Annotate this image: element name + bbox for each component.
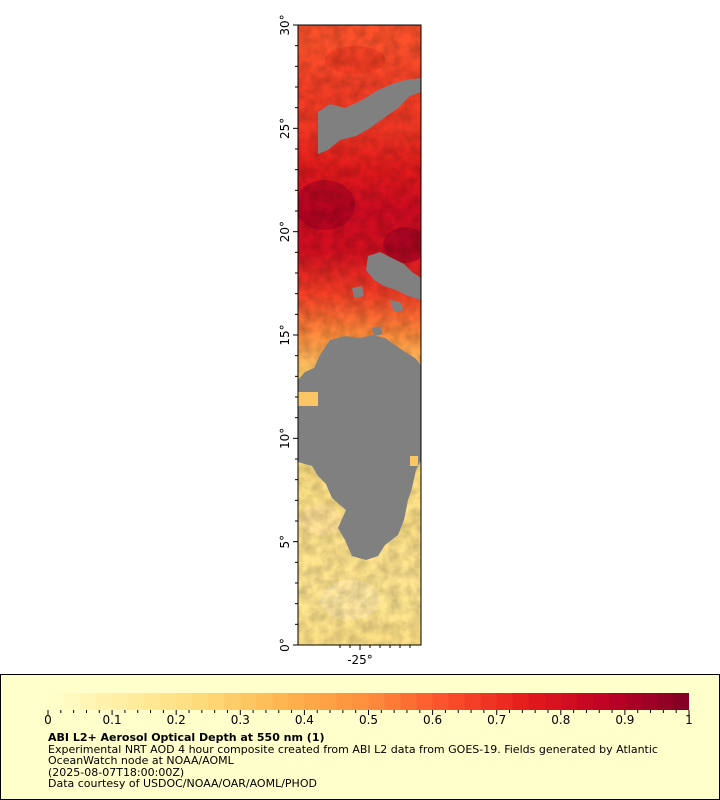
no-data-mid-2 <box>390 300 404 312</box>
legend-timestamp: (2025-08-07T18:00:00Z) <box>48 765 185 779</box>
y-tick-label: 10° <box>278 428 292 449</box>
no-data-north <box>318 78 421 154</box>
legend-panel: 0 0.1 0.2 0.3 0.4 0.5 0.6 0.7 0.8 0.9 1 ABI L2+ Ae… <box>0 674 720 800</box>
colorbar-tick-label: 0.2 <box>167 713 186 727</box>
legend-credit: Data courtesy of USDOC/NOAA/OAR/AOML/PHO… <box>48 777 317 790</box>
colorbar-tick-label: 0 <box>44 713 52 727</box>
legend-text: ABI L2+ Aerosol Optical Depth at 550 nm … <box>48 732 708 790</box>
y-tick-label: 15° <box>278 324 292 345</box>
colorbar-bar <box>48 693 689 710</box>
y-tick-label: 20° <box>278 221 292 242</box>
aod-island <box>410 456 418 466</box>
colorbar-ticks: 0 0.1 0.2 0.3 0.4 0.5 0.6 0.7 0.8 0.9 1 <box>44 710 693 727</box>
y-tick-label: 30° <box>278 14 292 35</box>
no-data-mid <box>366 252 421 300</box>
no-data-north-2 <box>340 120 364 138</box>
legend-description-line-2: OceanWatch node at NOAA/AOML <box>48 754 234 767</box>
colorbar-tick-label: 0.1 <box>103 713 122 727</box>
colorbar-tick-label: 0.4 <box>295 713 314 727</box>
colorbar: 0 0.1 0.2 0.3 0.4 0.5 0.6 0.7 0.8 0.9 1 <box>44 693 693 727</box>
colorbar-tick-label: 1 <box>685 713 693 727</box>
x-tick-label: -25° <box>347 653 373 667</box>
colorbar-tick-label: 0.9 <box>615 713 634 727</box>
no-data-mid-4 <box>372 326 383 336</box>
colorbar-tick-label: 0.6 <box>423 713 442 727</box>
y-axis: 30° 25° 20° 15° 10° 5° 0° <box>278 14 298 652</box>
colorbar-tick-label: 0.3 <box>231 713 250 727</box>
colorbar-tick-label: 0.7 <box>487 713 506 727</box>
colorbar-tick-label: 0.8 <box>551 713 570 727</box>
no-data-regions <box>298 78 421 560</box>
x-axis: -25° <box>339 645 411 667</box>
no-data-mid-3 <box>352 286 364 298</box>
aod-map: 30° 25° 20° 15° 10° 5° 0° -25° <box>278 14 422 667</box>
y-tick-label: 5° <box>278 535 292 549</box>
legend-title: ABI L2+ Aerosol Optical Depth at 550 nm … <box>48 731 325 744</box>
y-tick-label: 0° <box>278 638 292 652</box>
legend-description-line-1: Experimental NRT AOD 4 hour composite cr… <box>48 742 658 756</box>
colorbar-tick-label: 0.5 <box>359 713 378 727</box>
y-tick-label: 25° <box>278 118 292 139</box>
aod-island <box>298 392 318 406</box>
no-data-main <box>298 335 421 560</box>
map-area: 30° 25° 20° 15° 10° 5° 0° -25° <box>278 14 422 667</box>
